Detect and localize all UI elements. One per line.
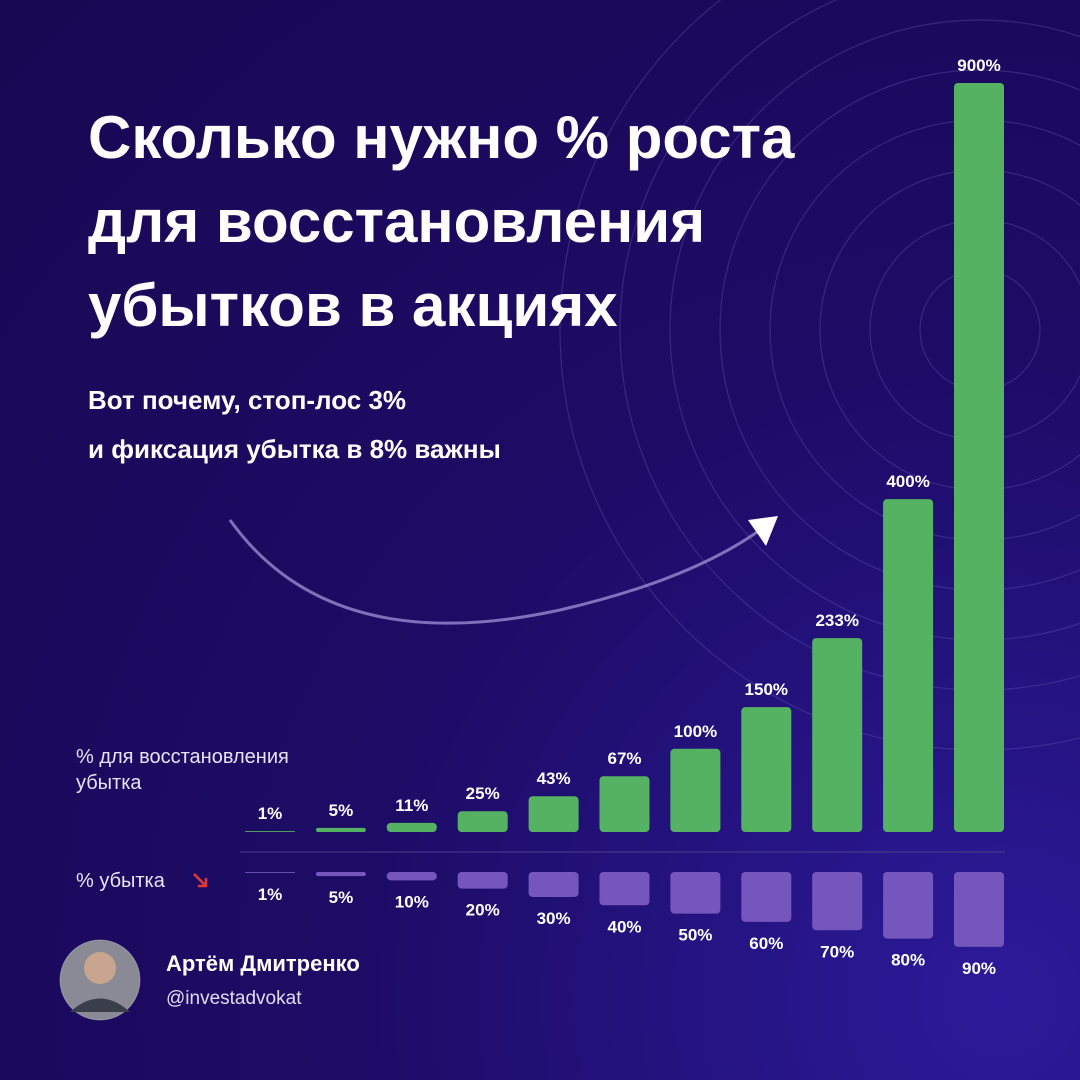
bar [954,872,1004,947]
bar [457,811,508,832]
avatar-face [84,952,116,984]
value-label: 150% [745,680,788,699]
bar [245,831,295,832]
avatar-body [70,998,130,1012]
value-label: 70% [820,942,854,961]
down-icon [193,873,208,888]
value-label: 100% [674,722,717,741]
value-label: 11% [395,796,428,815]
bar [599,776,650,832]
bar [670,748,721,832]
bar [670,872,721,914]
value-label: 50% [678,926,712,945]
value-label: 67% [607,749,641,768]
title-line: для восстановления [88,188,706,255]
author-handle: @investadvokat [166,988,302,1009]
value-label: 20% [466,901,500,920]
value-label: 25% [466,784,500,803]
title-line: убытков в акциях [88,272,618,339]
value-label: 233% [815,611,858,630]
value-label: 90% [962,959,996,978]
decor-arrowhead [748,516,778,546]
bar [883,499,934,832]
bar [812,638,863,832]
value-label: 30% [537,909,571,928]
value-label: 1% [258,885,283,904]
value-label: 900% [957,56,1000,75]
value-label: 400% [886,472,929,491]
value-label: 80% [891,951,925,970]
bar [812,872,863,931]
value-label: 10% [395,892,429,911]
bar [315,827,366,832]
bar [883,872,934,939]
bar [457,872,508,889]
subtitle-line: и фиксация убытка в 8% важны [88,434,501,464]
bar [386,822,437,832]
legend-label: % убытка [76,870,165,892]
value-label: 60% [749,934,783,953]
value-label: 5% [329,888,354,907]
value-label: 5% [329,801,354,820]
bar [528,872,579,897]
bar [741,707,792,832]
bar [315,872,366,877]
bar [386,872,437,881]
author-name: Артём Дмитренко [166,951,360,976]
bar [528,796,579,832]
title-line: Сколько нужно % роста [88,104,795,171]
bar [599,872,650,906]
bar [741,872,792,922]
subtitle-line: Вот почему, стоп-лос 3% [88,385,407,415]
legend-label: % для восстановления убытка [76,746,289,794]
bar [954,83,1004,832]
value-label: 1% [258,804,283,823]
value-label: 40% [607,917,641,936]
decor-arrow [228,519,761,625]
bar [245,872,295,873]
value-label: 43% [537,769,571,788]
